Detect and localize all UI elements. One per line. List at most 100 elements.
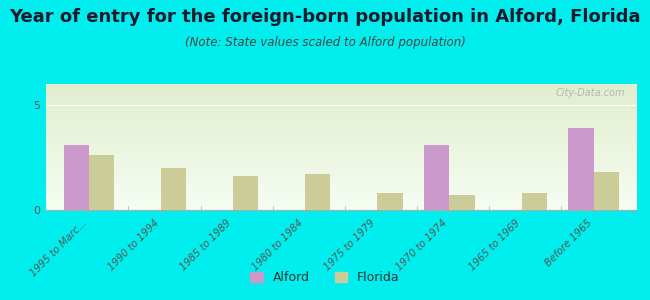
Bar — [46, 86, 637, 87]
Bar — [46, 102, 637, 103]
Bar — [46, 199, 637, 200]
Bar — [377, 193, 402, 210]
Bar — [46, 164, 637, 165]
Bar — [46, 161, 637, 162]
Bar — [46, 88, 637, 89]
Bar — [46, 151, 637, 152]
Bar — [46, 99, 637, 100]
Bar — [46, 135, 637, 136]
Bar — [46, 116, 637, 117]
Bar — [46, 120, 637, 121]
Bar — [46, 183, 637, 184]
Bar — [46, 104, 637, 105]
Bar — [46, 153, 637, 154]
Bar — [46, 177, 637, 178]
Text: (Note: State values scaled to Alford population): (Note: State values scaled to Alford pop… — [185, 36, 465, 49]
Bar — [593, 172, 619, 210]
Bar — [46, 115, 637, 116]
Bar — [46, 209, 637, 210]
Bar — [46, 190, 637, 191]
Bar — [46, 119, 637, 120]
Bar — [46, 130, 637, 131]
Bar — [46, 171, 637, 172]
Bar — [46, 179, 637, 180]
Bar — [46, 100, 637, 101]
Bar — [46, 92, 637, 93]
Bar — [46, 180, 637, 181]
Bar — [46, 129, 637, 130]
Bar — [46, 195, 637, 196]
Bar — [46, 144, 637, 145]
Bar — [46, 106, 637, 107]
Bar — [46, 203, 637, 204]
Bar — [46, 185, 637, 186]
Bar — [306, 174, 330, 210]
Bar — [46, 113, 637, 114]
Bar — [46, 178, 637, 179]
Bar — [46, 207, 637, 208]
Bar — [233, 176, 258, 210]
Bar — [46, 89, 637, 90]
Bar — [46, 139, 637, 140]
Bar — [46, 173, 637, 174]
Legend: Alford, Florida: Alford, Florida — [246, 267, 404, 288]
Bar — [46, 142, 637, 143]
Bar — [46, 174, 637, 175]
Bar — [46, 111, 637, 112]
Bar — [46, 154, 637, 155]
Bar — [46, 187, 637, 188]
Bar — [46, 118, 637, 119]
Bar — [46, 114, 637, 115]
Bar — [46, 103, 637, 104]
Bar — [46, 170, 637, 171]
Bar — [46, 165, 637, 166]
Bar — [161, 168, 186, 210]
Bar — [46, 138, 637, 139]
Bar — [46, 147, 637, 148]
Bar — [46, 182, 637, 183]
Bar — [46, 141, 637, 142]
Bar — [46, 112, 637, 113]
Bar — [46, 123, 637, 124]
Bar — [46, 188, 637, 189]
Bar — [46, 184, 637, 185]
Bar — [46, 197, 637, 198]
Bar — [46, 124, 637, 125]
Bar — [46, 156, 637, 157]
Bar — [46, 201, 637, 202]
Bar — [46, 122, 637, 123]
Bar — [46, 155, 637, 156]
Bar — [46, 110, 637, 111]
Bar — [46, 149, 637, 150]
Bar — [46, 152, 637, 153]
Bar — [46, 157, 637, 158]
Bar — [46, 96, 637, 97]
Bar — [46, 132, 637, 133]
Bar — [569, 128, 593, 210]
Bar — [46, 143, 637, 144]
Bar — [424, 145, 449, 210]
Bar — [46, 159, 637, 160]
Bar — [46, 189, 637, 190]
Bar — [46, 196, 637, 197]
Bar — [46, 84, 637, 85]
Bar — [46, 193, 637, 194]
Bar — [46, 101, 637, 102]
Bar — [46, 134, 637, 135]
Bar — [46, 168, 637, 169]
Bar — [46, 131, 637, 132]
Bar — [46, 158, 637, 159]
Bar — [46, 126, 637, 127]
Bar — [521, 193, 547, 210]
Bar — [46, 121, 637, 122]
Bar — [46, 206, 637, 207]
Bar — [46, 117, 637, 118]
Bar — [46, 163, 637, 164]
Bar — [46, 198, 637, 199]
Bar — [46, 100, 637, 101]
Bar — [46, 108, 637, 109]
Bar — [46, 169, 637, 170]
Bar — [46, 94, 637, 95]
Bar — [46, 97, 637, 98]
Bar — [46, 136, 637, 137]
